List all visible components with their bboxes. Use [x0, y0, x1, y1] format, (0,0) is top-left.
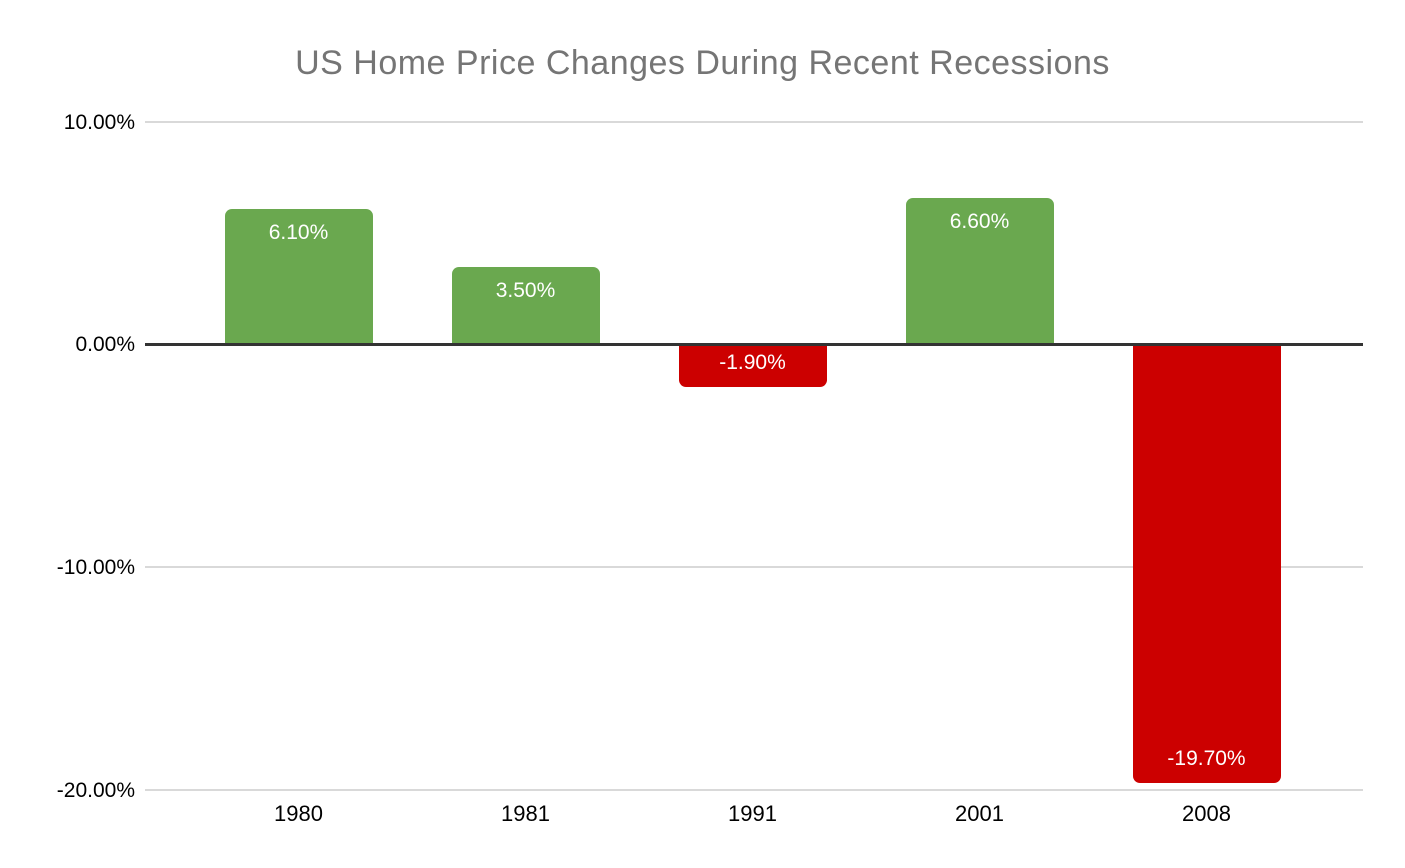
- bar-1991: -1.90%: [678, 344, 827, 387]
- zero-axis-line: [145, 343, 1363, 347]
- x-axis-tick-label: 2008: [1182, 801, 1231, 826]
- y-axis-tick-label: 10.00%: [63, 110, 135, 134]
- bar-2008: -19.70%: [1132, 344, 1281, 784]
- x-axis-tick-label: 1991: [728, 801, 777, 826]
- bar-value-label: -1.90%: [719, 350, 786, 374]
- chart-title: US Home Price Changes During Recent Rece…: [295, 44, 1110, 82]
- bar-1981: 3.50%: [451, 266, 600, 345]
- x-axis-tick-label: 1980: [274, 801, 323, 826]
- y-axis-tick-label: 0.00%: [75, 333, 135, 357]
- bar-value-label: 6.10%: [268, 220, 329, 244]
- y-axis-tick-label: -20.00%: [56, 778, 135, 802]
- x-axis-tick-label: 2001: [955, 801, 1004, 826]
- bar-1980: 6.10%: [224, 208, 373, 345]
- bar-2001: 6.60%: [905, 197, 1054, 345]
- gridline: [145, 121, 1363, 123]
- x-axis-tick-label: 1981: [501, 801, 550, 826]
- y-axis-tick-label: -10.00%: [56, 555, 135, 579]
- bar-value-label: -19.70%: [1167, 747, 1246, 771]
- gridline: [145, 566, 1363, 569]
- bar-value-label: 3.50%: [495, 278, 556, 302]
- bar-value-label: 6.60%: [949, 209, 1010, 233]
- gridline: [145, 789, 1363, 791]
